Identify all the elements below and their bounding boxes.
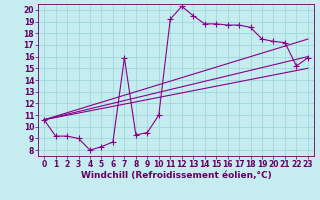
X-axis label: Windchill (Refroidissement éolien,°C): Windchill (Refroidissement éolien,°C): [81, 171, 271, 180]
